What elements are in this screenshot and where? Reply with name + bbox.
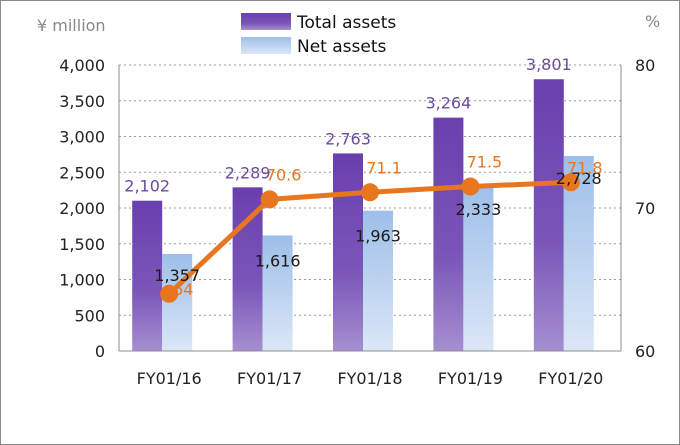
- bar-total-assets: [333, 153, 363, 351]
- y-left-tick-label: 2,000: [59, 199, 105, 218]
- ratio-point: [561, 173, 580, 192]
- ratio-point: [461, 177, 480, 196]
- data-label-net-assets: 1,357: [154, 266, 200, 285]
- bar-net-assets: [262, 235, 293, 351]
- data-label-net-assets: 2,333: [455, 200, 501, 219]
- bar-total-assets: [232, 187, 263, 351]
- x-tick-label: FY01/17: [237, 369, 302, 388]
- data-label-ratio: 64: [173, 280, 193, 299]
- bar-net-assets: [363, 210, 393, 351]
- data-label-net-assets: 1,616: [255, 251, 301, 270]
- y-left-tick-label: 2,500: [59, 163, 105, 182]
- legend-label-net-assets: Net assets: [297, 37, 387, 57]
- ratio-line: [160, 173, 580, 303]
- right-axis-unit: %: [645, 12, 660, 31]
- legend-label-total-assets: Total assets: [296, 13, 396, 33]
- data-labels: 2,102 2,289 2,763 3,264 3,801 1,357 1,616 1,963…: [124, 55, 602, 299]
- x-tick-label: FY01/18: [337, 369, 402, 388]
- bar-total-assets: [132, 200, 163, 351]
- data-label-ratio: 71.1: [366, 158, 402, 177]
- data-label-total-assets: 2,289: [225, 163, 271, 182]
- data-label-total-assets: 2,763: [325, 129, 371, 148]
- y-left-tick-label: 500: [74, 306, 105, 325]
- y-right-tick-label: 70: [635, 199, 655, 218]
- y-right-tick-label: 60: [635, 342, 655, 361]
- bar-net-assets: [463, 184, 494, 351]
- y-left-tick-label: 0: [95, 342, 105, 361]
- bar-total-assets: [433, 117, 464, 352]
- bar-total-assets: [533, 79, 564, 351]
- data-label-total-assets: 2,102: [124, 177, 170, 196]
- x-tick-label: FY01/20: [538, 369, 603, 388]
- data-label-net-assets: 2,728: [556, 169, 602, 188]
- left-axis-unit: ¥ million: [37, 16, 106, 35]
- axes: 0 500 1,000 1,500 2,000 2,500 3,000 3,500 4,000 6…: [59, 56, 655, 388]
- legend: Total assets Net assets: [241, 13, 396, 57]
- legend-swatch-net-assets: [241, 37, 291, 54]
- bars: [132, 79, 594, 352]
- data-label-ratio: 70.6: [266, 165, 302, 184]
- data-label-net-assets: 1,963: [355, 227, 401, 246]
- data-label-ratio: 71.5: [467, 153, 503, 172]
- ratio-point: [160, 284, 179, 303]
- data-label-total-assets: 3,264: [425, 94, 471, 113]
- x-tick-label: FY01/16: [137, 369, 202, 388]
- y-left-tick-label: 1,500: [59, 235, 105, 254]
- y-left-tick-label: 3,000: [59, 128, 105, 147]
- y-right-tick-label: 80: [635, 56, 655, 75]
- x-tick-label: FY01/19: [438, 369, 503, 388]
- data-label-ratio: 71.8: [567, 158, 603, 177]
- ratio-point: [260, 190, 279, 209]
- data-label-total-assets: 3,801: [526, 55, 572, 74]
- ratio-point: [361, 183, 379, 202]
- y-left-tick-label: 3,500: [59, 92, 105, 111]
- y-left-tick-label: 1,000: [59, 271, 105, 290]
- y-left-tick-label: 4,000: [59, 56, 105, 75]
- legend-swatch-total-assets: [241, 13, 291, 30]
